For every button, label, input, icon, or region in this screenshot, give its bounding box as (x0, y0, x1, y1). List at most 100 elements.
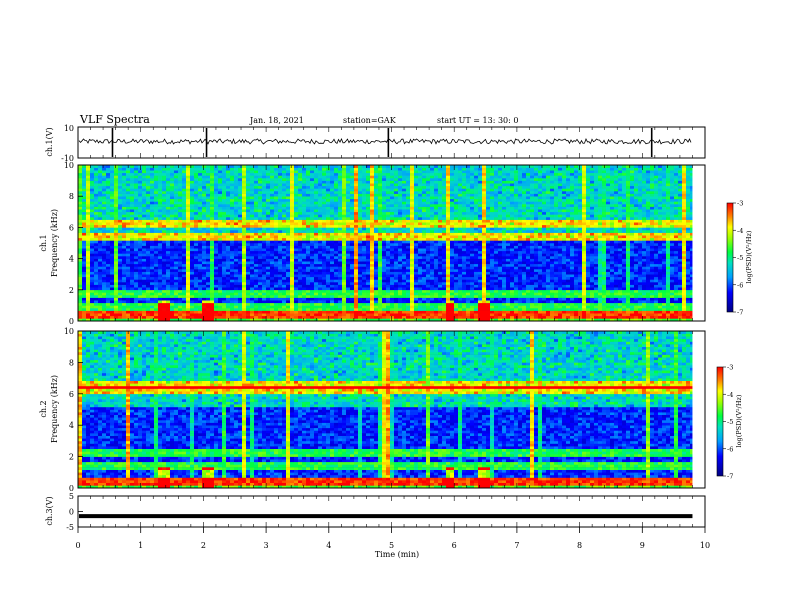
spectrogram-cell (294, 238, 298, 241)
spectrogram-cell (238, 285, 242, 288)
spectrogram-cell (274, 287, 278, 290)
spectrogram-cell (286, 300, 290, 303)
spectrogram-cell (270, 295, 274, 298)
spectrogram-cell (178, 269, 182, 272)
spectrogram-cell (398, 300, 402, 303)
spectrogram-cell (318, 207, 322, 210)
spectrogram-cell (310, 274, 314, 277)
spectrogram-cell (290, 261, 294, 264)
spectrogram-cell (310, 248, 314, 251)
spectrogram-cell (382, 199, 386, 202)
spectrogram-cell (174, 235, 178, 238)
figure-title: VLF Spectra (79, 113, 150, 126)
spectrogram-cell (242, 243, 246, 246)
spectrogram-cell (126, 308, 130, 311)
spectrogram-cell (142, 300, 146, 303)
spectrogram-cell (150, 175, 154, 178)
spectrogram-cell (390, 256, 394, 259)
spectrogram-cell (278, 313, 282, 316)
spectrogram-cell (282, 316, 286, 319)
spectrogram-cell (318, 305, 322, 308)
spectrogram-cell (242, 186, 246, 189)
spectrogram-cell (290, 181, 294, 184)
spectrogram-cell (370, 253, 374, 256)
spectrogram-cell (246, 225, 250, 228)
spectrogram-cell (390, 279, 394, 282)
spectrogram-cell (402, 220, 406, 223)
spectrogram-cell (322, 313, 326, 316)
spectrogram-cell (182, 285, 186, 288)
spectrogram-cell (186, 178, 190, 181)
spectrogram-cell (206, 303, 210, 306)
spectrogram-cell (262, 274, 266, 277)
spectrogram-cell (282, 279, 286, 282)
spectrogram-cell (390, 311, 394, 314)
spectrogram-cell (182, 222, 186, 225)
spectrogram-cell (170, 292, 174, 295)
spectrogram-cell (186, 238, 190, 241)
spectrogram-cell (98, 295, 102, 298)
spectrogram-cell (122, 222, 126, 225)
spectrogram-cell (394, 246, 398, 249)
spectrogram-cell (362, 196, 366, 199)
spectrogram-cell (206, 175, 210, 178)
spectrogram-cell (138, 188, 142, 191)
spectrogram-cell (234, 256, 238, 259)
spectrogram-cell (126, 259, 130, 262)
spectrogram-cell (318, 251, 322, 254)
spectrogram-cell (170, 170, 174, 173)
spectrogram-cell (242, 181, 246, 184)
spectrogram-cell (338, 272, 342, 275)
spectrogram-cell (374, 235, 378, 238)
spectrogram-cell (214, 274, 218, 277)
spectrogram-cell (214, 194, 218, 197)
spectrogram-cell (354, 222, 358, 225)
spectrogram-cell (386, 282, 390, 285)
spectrogram-cell (310, 199, 314, 202)
spectrogram-cell (238, 220, 242, 223)
spectrogram-cell (266, 243, 270, 246)
spectrogram-cell (102, 175, 106, 178)
spectrogram-cell (126, 285, 130, 288)
spectrogram-cell (210, 207, 214, 210)
spectrogram-cell (274, 173, 278, 176)
spectrogram-cell (298, 199, 302, 202)
spectrogram-cell (94, 305, 98, 308)
spectrogram-cell (162, 259, 166, 262)
spectrogram-cell (238, 290, 242, 293)
spectrogram-cell (122, 240, 126, 243)
spectrogram-cell (318, 183, 322, 186)
spectrogram-cell (222, 178, 226, 181)
spectrogram-cell (114, 246, 118, 249)
spectrogram-cell (230, 233, 234, 236)
spectrogram-cell (250, 248, 254, 251)
spectrogram-cell (126, 253, 130, 256)
spectrogram-cell (98, 186, 102, 189)
spectrogram-cell (98, 251, 102, 254)
spectrogram-cell (94, 199, 98, 202)
spectrogram-cell (110, 272, 114, 275)
spectrogram-cell (190, 298, 194, 301)
spectrogram-cell (202, 212, 206, 215)
spectrogram-cell (238, 303, 242, 306)
spectrogram-cell (106, 277, 110, 280)
spectrogram-cell (110, 214, 114, 217)
spectrogram-cell (378, 204, 382, 207)
spectrogram-cell (206, 168, 210, 171)
spectrogram-cell (374, 259, 378, 262)
spectrogram-cell (230, 259, 234, 262)
spectrogram-cell (234, 277, 238, 280)
spectrogram-cell (94, 188, 98, 191)
spectrogram-cell (102, 178, 106, 181)
spectrogram-cell (306, 204, 310, 207)
spectrogram-cell (290, 272, 294, 275)
spectrogram-cell (230, 243, 234, 246)
spectrogram-cell (382, 201, 386, 204)
spectrogram-cell (186, 188, 190, 191)
spectrogram-cell (122, 199, 126, 202)
spectrogram-cell (202, 214, 206, 217)
spectrogram-cell (274, 308, 278, 311)
spectrogram-cell (290, 186, 294, 189)
spectrogram-cell (302, 274, 306, 277)
spectrogram-cell (166, 279, 170, 282)
